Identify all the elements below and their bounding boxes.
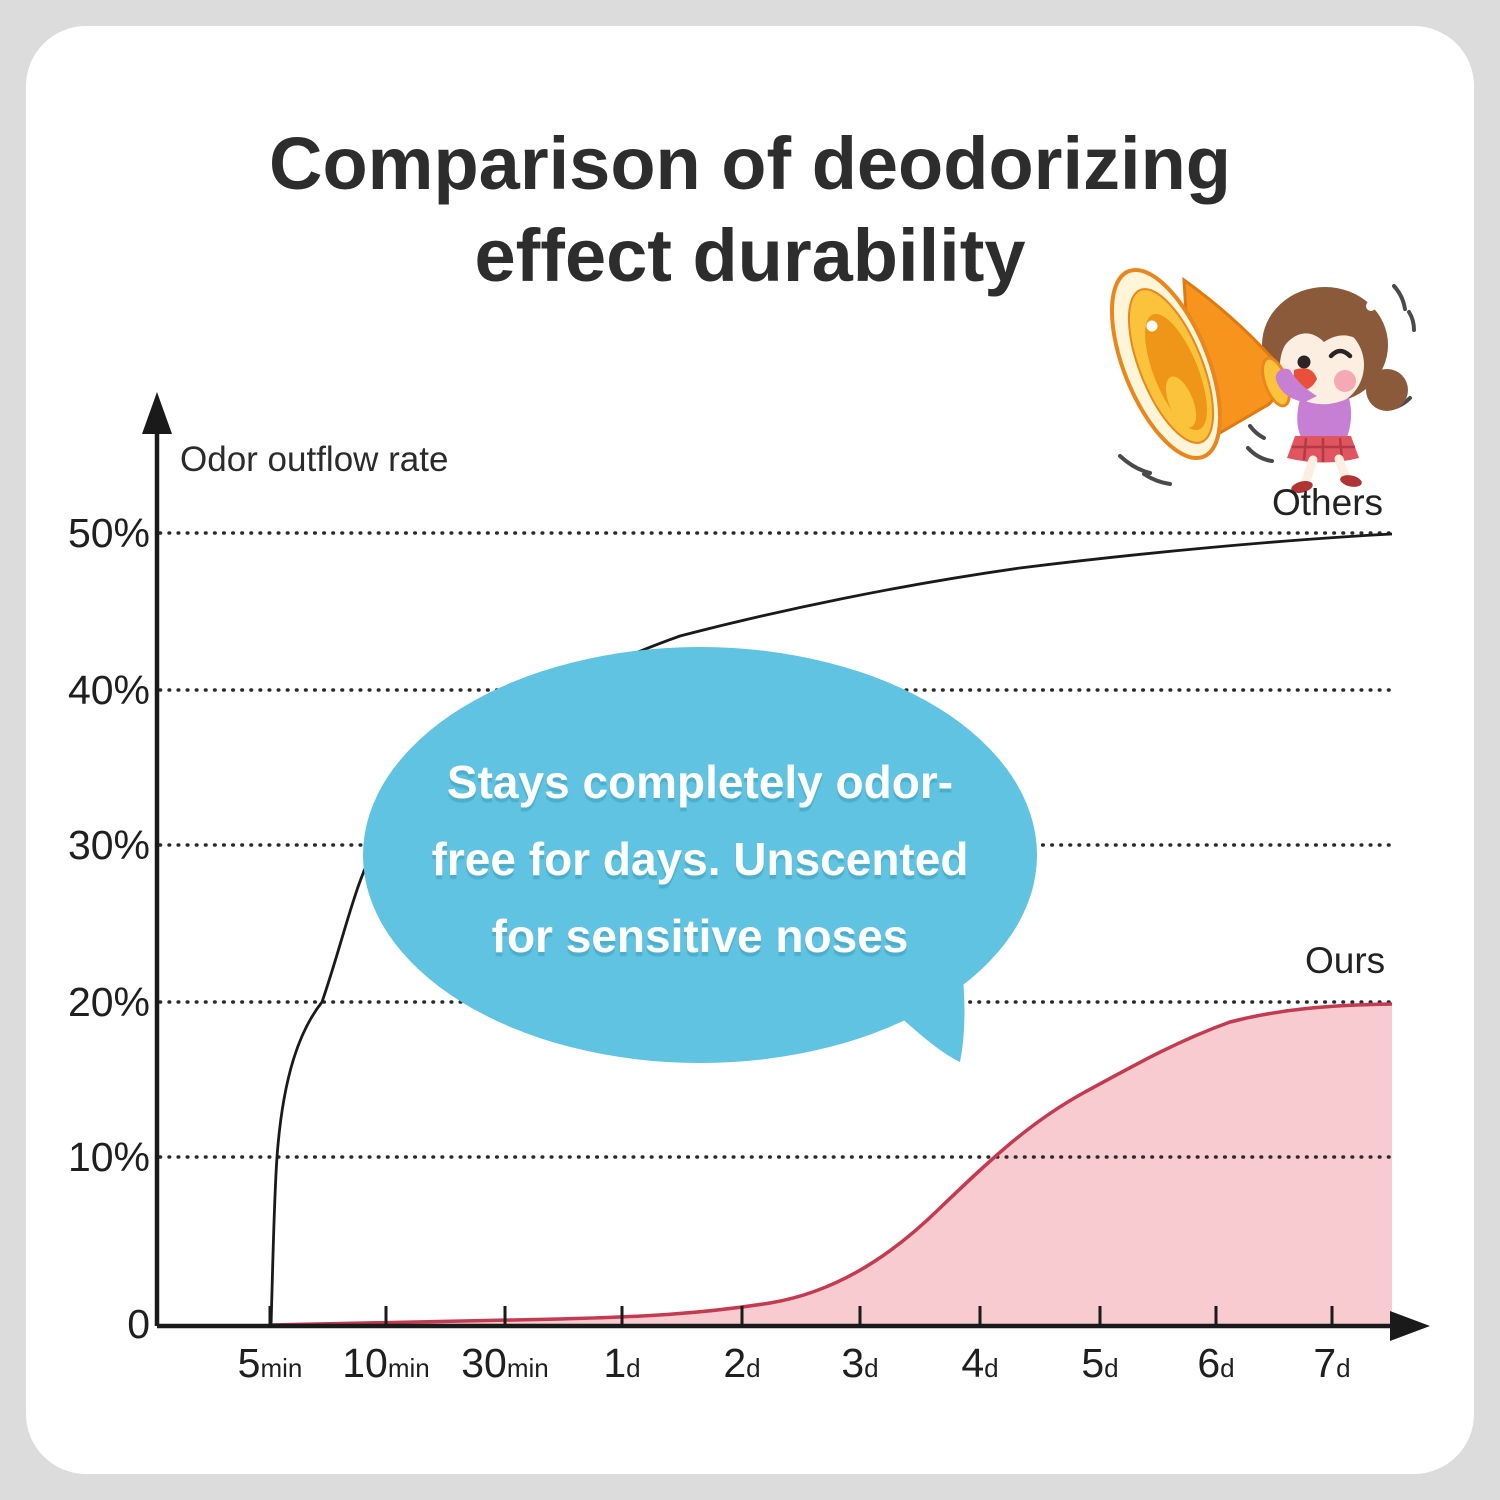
girl-arm-icon (1275, 368, 1317, 402)
speech-bubble-tail-icon (895, 978, 965, 1062)
y-tick-30: 30% (67, 822, 150, 868)
megaphone-girl-illustration (1109, 267, 1416, 493)
girl-bangs-icon (1281, 297, 1370, 351)
ours-area-fill (270, 1004, 1392, 1326)
y-tick-40: 40% (67, 667, 150, 713)
girl-wink-eye-icon (1328, 348, 1353, 359)
girl-eye-icon (1297, 355, 1311, 369)
speech-bubble-text: Stays completely odor- free for days. Un… (390, 744, 1010, 975)
bubble-line-2: free for days. Unscented (431, 833, 969, 885)
girl-shoe-icon-2 (1340, 475, 1362, 487)
y-tick-20: 20% (67, 979, 150, 1025)
ours-series-label: Ours (1305, 940, 1386, 981)
axes (154, 428, 1398, 1329)
x-tick-marks (268, 1306, 1334, 1326)
y-axis-arrow (142, 392, 172, 434)
page-title: Comparison of deodorizing effect durabil… (0, 118, 1500, 302)
x-tick-3d: 3d (841, 1340, 879, 1386)
girl-sweater-icon (1297, 398, 1352, 437)
x-tick-30min: 30min (461, 1340, 549, 1386)
girl-blush-icon (1334, 370, 1356, 392)
x-tick-1d: 1d (603, 1340, 641, 1386)
x-axis-arrow (1390, 1311, 1430, 1341)
title-line-1: Comparison of deodorizing (269, 122, 1231, 205)
megaphone-highlight-icon (1146, 320, 1158, 332)
x-tick-4d: 4d (961, 1340, 999, 1386)
y-tick-0: 0 (127, 1301, 150, 1347)
hair-highlight-icon (1366, 301, 1376, 311)
gridlines (158, 531, 1394, 1159)
girl-legs-icon (1301, 454, 1350, 486)
bubble-line-3: for sensitive noses (491, 910, 909, 962)
x-tick-5min: 5min (237, 1340, 303, 1386)
y-tick-50: 50% (67, 510, 150, 556)
x-tick-6d: 6d (1197, 1340, 1235, 1386)
x-tick-7d: 7d (1313, 1340, 1351, 1386)
skirt-plaid-icon (1292, 437, 1355, 462)
girl-shoe-icon (1291, 481, 1313, 493)
x-tick-10min: 10min (342, 1340, 430, 1386)
y-tick-10: 10% (67, 1134, 150, 1180)
others-series-label: Others (1272, 482, 1384, 523)
title-line-2: effect durability (474, 214, 1026, 297)
speech-bubble-shape (363, 647, 1037, 1063)
y-axis-title: Odor outflow rate (180, 440, 449, 479)
x-tick-2d: 2d (723, 1340, 761, 1386)
x-tick-5d: 5d (1081, 1340, 1119, 1386)
ours-curve (269, 1002, 1393, 1327)
bubble-line-1: Stays completely odor- (446, 756, 954, 808)
megaphone-bell-glow-icon (1165, 376, 1197, 428)
